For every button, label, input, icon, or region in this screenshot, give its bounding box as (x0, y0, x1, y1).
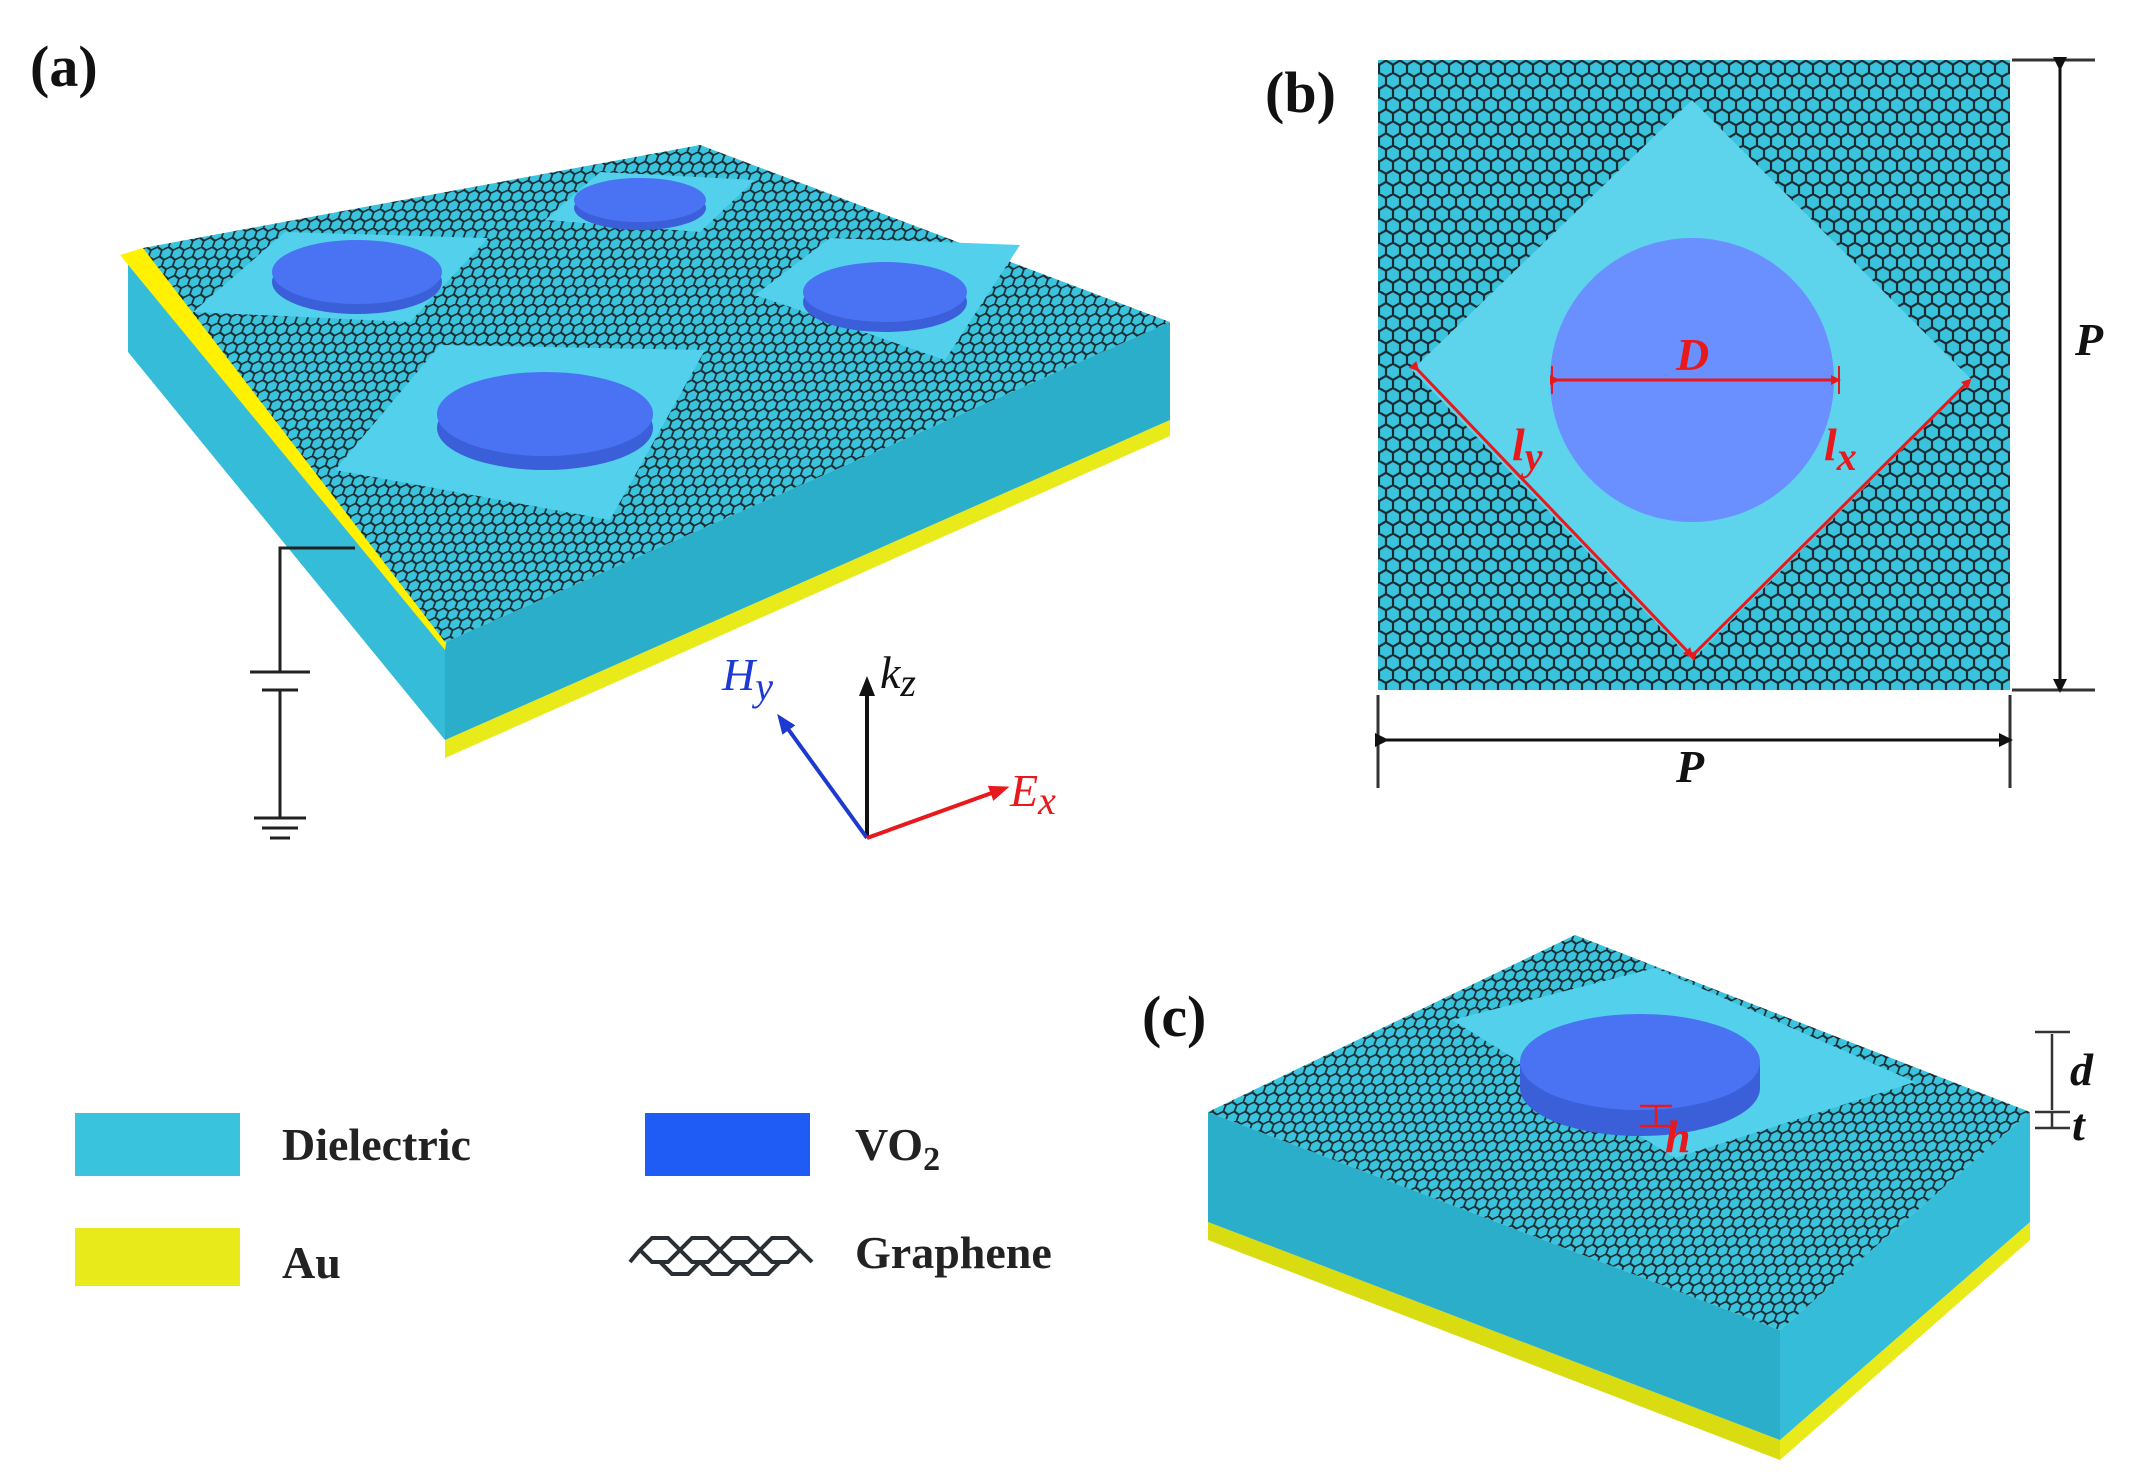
panel-c-slab (1208, 935, 2030, 1460)
legend-item-graphene: Graphene (628, 1227, 1052, 1278)
panel-c-label: (c) (1142, 984, 1206, 1049)
panel-c-gold-front (1780, 1222, 2030, 1460)
panel-c-dielectric-right (1780, 1112, 2030, 1440)
panel-c-t-label: t (2072, 1099, 2086, 1150)
panel-b-lx-line (1686, 378, 1972, 662)
panel-a-dielectric-front (445, 322, 1170, 740)
panel-c-dielectric-left (1208, 1112, 1780, 1440)
panel-c-h-label: h (1665, 1111, 1691, 1162)
legend-label-dielectric: Dielectric (282, 1119, 471, 1170)
panel-c-vo2-disc (1520, 1014, 1760, 1136)
legend-item-au: Au (75, 1228, 341, 1288)
panel-c-dimensions: d t h (1640, 1030, 2094, 1162)
panel-b-D-label: D (1675, 329, 1709, 380)
panel-a-label: (a) (30, 34, 98, 99)
panel-a-bias-circuit (250, 546, 355, 840)
k-axis-label: kz (880, 647, 916, 705)
e-axis-label: Ex (1009, 765, 1056, 823)
graphene-icon (628, 1236, 814, 1276)
panel-b-dimensions: D ly lx P P (1375, 57, 2104, 792)
h-axis-arrow (777, 713, 869, 840)
legend-item-vo2: VO2 (645, 1113, 940, 1178)
panel-b-lx-label: lx (1824, 419, 1857, 479)
panel-b-label: (b) (1265, 60, 1336, 125)
panel-a-axes: kz Hy Ex (721, 647, 1056, 840)
panel-b-P-right-label: P (2074, 314, 2104, 365)
panel-a-slab (120, 145, 1170, 758)
legend-item-dielectric: Dielectric (75, 1113, 471, 1176)
panel-a-gold-electrode (120, 248, 448, 650)
legend-swatch-dielectric (75, 1113, 240, 1176)
panel-a-gold-front (445, 420, 1170, 758)
panel-b-ly-label: ly (1512, 419, 1543, 479)
legend-label-graphene: Graphene (855, 1227, 1052, 1278)
h-axis-label: Hy (721, 649, 773, 709)
panel-b-ly-line (1408, 360, 1694, 658)
panel-b-P-bottom-label: P (1675, 741, 1705, 792)
panel-a-vo2-disc-left (272, 240, 442, 314)
panel-c-gold-left (1208, 1222, 1780, 1460)
legend-swatch-au (75, 1228, 240, 1286)
panel-c-d-label: d (2070, 1044, 2094, 1095)
legend-label-au: Au (282, 1237, 341, 1288)
panel-a-vo2-disc-right (803, 262, 967, 332)
legend: Dielectric Au VO2 Graphene (75, 1113, 1052, 1288)
panel-a-dielectric-left (128, 262, 445, 740)
panel-a-vo2-disc-back (574, 178, 706, 230)
e-axis-arrow (866, 785, 1010, 840)
legend-label-vo2: VO2 (855, 1119, 940, 1178)
panel-a-vo2-disc-front (437, 372, 653, 470)
legend-swatch-vo2 (645, 1113, 810, 1176)
